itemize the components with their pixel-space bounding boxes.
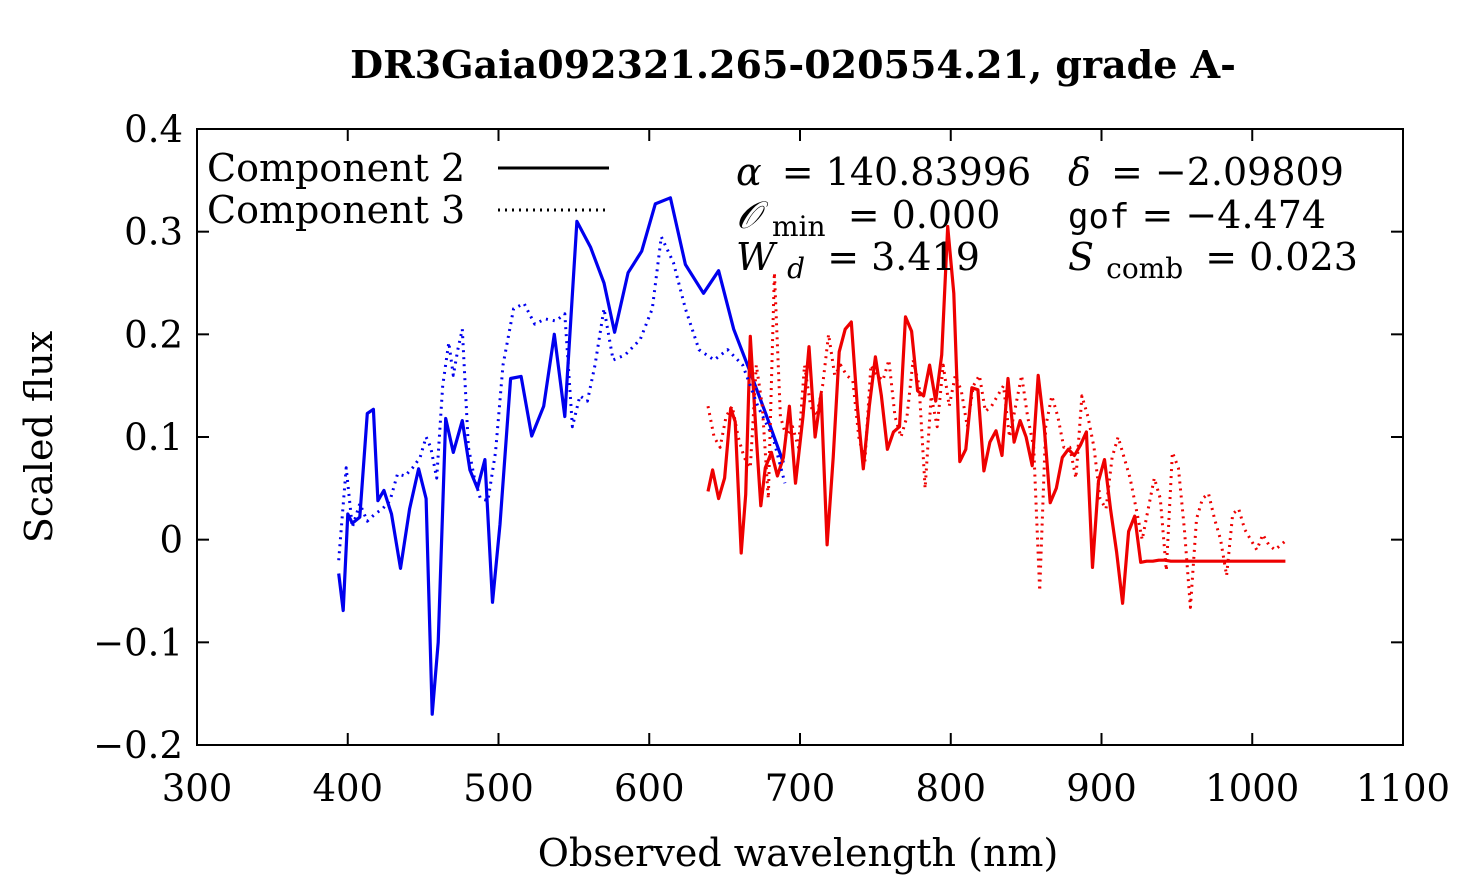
x-tick-label: 400 — [312, 767, 383, 810]
y-tick-label: 0.2 — [124, 313, 183, 356]
x-tick-label: 900 — [1066, 767, 1137, 810]
series-line-solid-blue — [337, 196, 785, 716]
y-tick-label: 0 — [159, 519, 183, 562]
annotation-wd: W d = 3.419 — [736, 235, 980, 287]
series-line-dotted-blue — [337, 235, 787, 561]
y-axis: −0.2 −0.1 0 0.1 0.2 0.3 0.4 — [93, 108, 1403, 767]
annotations: α = 140.83996 δ = −2.09809 𝒪 min = 0.000… — [736, 150, 1358, 287]
x-tick-label: 800 — [915, 767, 986, 810]
chart-title: DR3Gaia092321.265-020554.21, grade A- — [350, 42, 1236, 87]
y-tick-label: −0.1 — [93, 621, 183, 664]
x-tick-label: 300 — [162, 767, 233, 810]
annotation-omin: 𝒪 min = 0.000 — [736, 193, 1000, 245]
legend-label-component-3: Component 3 — [207, 188, 465, 232]
legend-label-component-2: Component 2 — [207, 146, 465, 190]
annotation-scomb: S comb = 0.023 — [1068, 235, 1358, 287]
annotation-delta: δ = −2.09809 — [1068, 150, 1344, 194]
y-tick-label: 0.3 — [124, 211, 183, 254]
y-tick-label: 0.4 — [124, 108, 183, 151]
legend: Component 2 Component 3 — [207, 146, 609, 232]
series-layer — [337, 196, 1288, 716]
x-tick-label: 700 — [765, 767, 836, 810]
x-tick-label: 600 — [614, 767, 685, 810]
y-tick-label: −0.2 — [93, 724, 183, 767]
y-axis-label: Scaled flux — [17, 331, 61, 543]
x-tick-label: 500 — [463, 767, 534, 810]
series-line-dotted-red — [706, 271, 1288, 609]
x-tick-label: 1000 — [1205, 767, 1299, 810]
annotation-alpha: α = 140.83996 — [736, 150, 1031, 194]
x-axis: 300 400 500 600 700 800 900 1000 1100 — [162, 129, 1450, 810]
x-tick-label: 1100 — [1356, 767, 1450, 810]
y-tick-label: 0.1 — [124, 416, 183, 459]
annotation-gof: gof = −4.474 — [1068, 193, 1326, 237]
x-axis-label: Observed wavelength (nm) — [538, 831, 1059, 875]
series-line-solid-red — [706, 224, 1286, 605]
